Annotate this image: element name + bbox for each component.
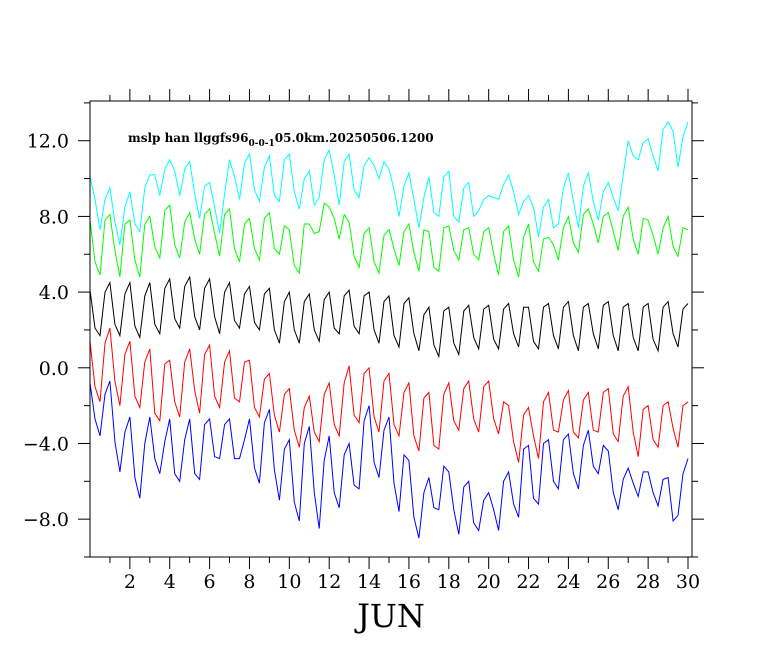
y-tick-label: 8.0 [39,206,69,228]
series-line-0 [89,120,689,245]
series-line-3 [89,327,689,463]
x-tick-label: 16 [397,571,421,593]
series-layer [89,120,689,539]
x-tick-label: 2 [124,571,136,593]
series-line-4 [89,380,689,539]
x-tick-label: 22 [516,571,540,593]
y-tick-label: −4.0 [23,433,69,455]
chart-title-subscript: 0-0-1 [249,139,275,149]
title-layer: mslp han llggfs960-0-105.0km.20250506.12… [128,131,434,149]
x-axis-title: JUN [354,597,425,635]
series-line-1 [89,202,689,278]
x-tick-label: 12 [317,571,341,593]
y-tick-label: 4.0 [39,282,69,304]
chart-title-suffix: 05.0km.20250506.1200 [275,131,434,145]
x-tick-label: 6 [204,571,216,593]
x-tick-label: 26 [596,571,620,593]
chart-title: mslp han llggfs960-0-105.0km.20250506.12… [128,131,434,149]
x-tick-label: 18 [437,571,461,593]
y-tick-label: −8.0 [23,509,69,531]
x-tick-label: 4 [164,571,176,593]
x-tick-label: 30 [676,571,700,593]
y-tick-label: 0.0 [39,358,69,380]
x-tick-label: 10 [277,571,301,593]
chart-title-main: mslp han llggfs96 [128,131,249,145]
x-tick-label: 14 [357,571,381,593]
x-tick-label: 20 [477,571,501,593]
series-line-2 [89,275,689,359]
x-tick-label: 8 [243,571,255,593]
plot-frame [89,100,693,558]
ticks-layer: 2 4 6 8 10 12 14 16 18 20 22 24 26 28 30−8.0−4.00.04.0… [23,89,704,593]
x-tick-label: 24 [556,571,580,593]
x-tick-label: 28 [636,571,660,593]
y-tick-label: 12.0 [27,131,69,153]
